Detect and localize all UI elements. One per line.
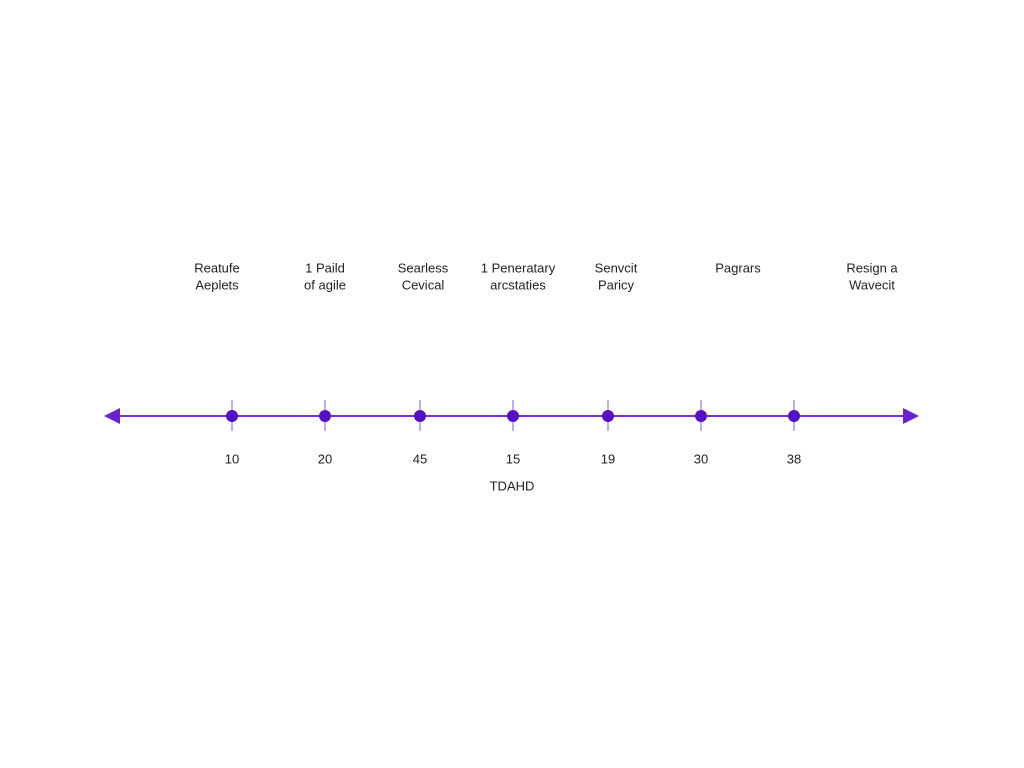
event-value: 10 (225, 451, 239, 466)
event-label: Resign a (846, 260, 898, 275)
arrow-left (104, 408, 120, 424)
event-value: 15 (506, 451, 520, 466)
event-dot (788, 410, 800, 422)
event-label: 1 Paild (305, 260, 345, 275)
event-label: Cevical (402, 277, 445, 292)
event-label: of agile (304, 277, 346, 292)
event-label: Pagrars (715, 260, 761, 275)
event-value: 45 (413, 451, 427, 466)
event-dot (602, 410, 614, 422)
arrow-right (903, 408, 919, 424)
event-dot (226, 410, 238, 422)
event-value: 19 (601, 451, 615, 466)
event-label: Searless (398, 260, 449, 275)
event-label: Senvcit (595, 260, 638, 275)
event-dot (319, 410, 331, 422)
event-label: arcstaties (490, 277, 546, 292)
event-dot (507, 410, 519, 422)
event-label: Aeplets (195, 277, 239, 292)
event-label: 1 Peneratary (481, 260, 556, 275)
event-value: 20 (318, 451, 332, 466)
event-value: 38 (787, 451, 801, 466)
event-dot (695, 410, 707, 422)
event-label: Paricy (598, 277, 635, 292)
event-value: 30 (694, 451, 708, 466)
event-dot (414, 410, 426, 422)
event-label: Reatufe (194, 260, 240, 275)
event-label: Wavecit (849, 277, 895, 292)
axis-label: TDAHD (490, 478, 535, 493)
